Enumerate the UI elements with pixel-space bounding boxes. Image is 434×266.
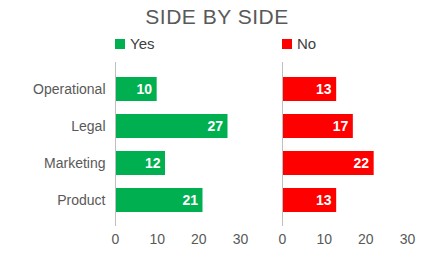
- html-text:SIDE BY SIDE: SIDE BY SIDE: [145, 5, 289, 28]
- svg-text:Legal: Legal: [71, 118, 105, 134]
- svg-text:0: 0: [112, 231, 120, 247]
- svg-text:21: 21: [182, 192, 198, 208]
- svg-text:27: 27: [207, 118, 223, 134]
- svg-text:10: 10: [149, 231, 165, 247]
- svg-text:20: 20: [191, 231, 207, 247]
- html-text:Yes: Yes: [130, 35, 155, 52]
- svg-text:13: 13: [316, 192, 332, 208]
- svg-text:10: 10: [316, 231, 332, 247]
- svg-text:10: 10: [137, 81, 153, 97]
- svg-text:Product: Product: [57, 192, 105, 208]
- svg-text:Marketing: Marketing: [44, 155, 105, 171]
- svg-text:22: 22: [354, 155, 370, 171]
- svg-text:12: 12: [145, 155, 161, 171]
- svg-text:0: 0: [279, 231, 287, 247]
- svg-text:30: 30: [233, 231, 249, 247]
- svg-text:Operational: Operational: [33, 81, 105, 97]
- svg-text:20: 20: [358, 231, 374, 247]
- svg-text:17: 17: [333, 118, 349, 134]
- html-text:No: No: [297, 35, 317, 52]
- svg-text:30: 30: [400, 231, 416, 247]
- svg-text:13: 13: [316, 81, 332, 97]
